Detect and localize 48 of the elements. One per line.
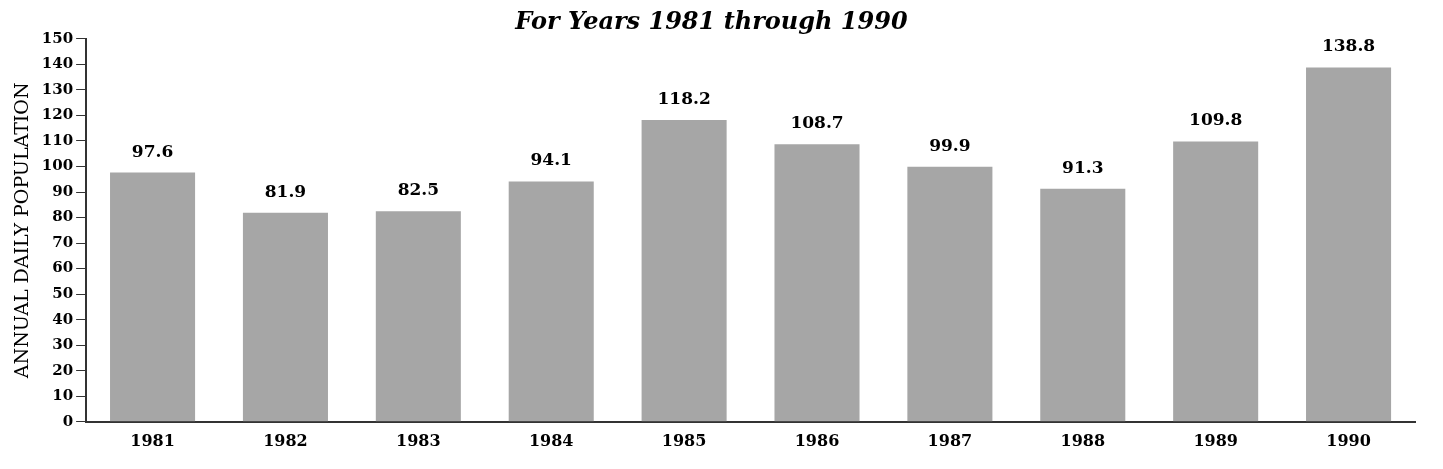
x-tick-label: 1988 [1060,430,1106,450]
bar [110,172,196,422]
y-tick-label: 80 [52,207,74,226]
y-tick-label: 70 [52,232,74,251]
y-tick-label: 130 [41,79,74,98]
data-label: 91.3 [1062,156,1104,177]
data-label: 138.8 [1321,35,1376,56]
y-tick-label: 90 [52,181,74,200]
data-label: 97.6 [131,140,174,161]
x-tick-label: 1985 [661,430,707,450]
data-label: 108.7 [790,112,844,133]
y-tick-label: 60 [52,258,74,277]
x-tick-label: 1984 [528,430,574,450]
bar [907,166,993,422]
y-axis-title: ANNUAL DAILY POPULATION [10,82,33,380]
y-tick-label: 140 [41,54,74,73]
data-label: 99.9 [929,134,971,155]
bar [375,211,461,422]
data-label: 109.8 [1189,109,1243,130]
y-tick-label: 120 [41,105,74,124]
y-tick-label: 20 [52,360,74,379]
x-tick-label: 1982 [263,430,308,450]
data-label: 94.1 [530,149,572,170]
y-tick-label: 50 [52,284,74,303]
y-tick-label: 110 [41,130,74,149]
bar [641,120,727,422]
data-label: 118.2 [657,87,711,108]
data-label: 81.9 [264,180,307,201]
y-tick-label: 150 [41,28,74,47]
bar [774,144,860,422]
x-tick-label: 1986 [794,430,840,450]
x-tick-label: 1990 [1326,430,1371,450]
y-tick-label: 40 [52,309,74,328]
data-label: 82.5 [397,179,440,200]
bar [1306,67,1392,422]
bar [1040,188,1126,422]
y-tick-label: 100 [41,156,74,175]
x-tick-label: 1987 [927,430,973,450]
x-tick-label: 1981 [130,430,175,450]
bar [508,181,594,422]
bar [242,212,328,422]
x-tick-label: 1983 [396,430,441,450]
y-tick-label: 30 [52,335,74,354]
chart-title: For Years 1981 through 1990 [514,5,908,35]
y-tick-label: 0 [62,411,74,430]
bar [1173,141,1259,422]
x-tick-label: 1989 [1193,430,1238,450]
y-tick-label: 10 [52,386,74,405]
